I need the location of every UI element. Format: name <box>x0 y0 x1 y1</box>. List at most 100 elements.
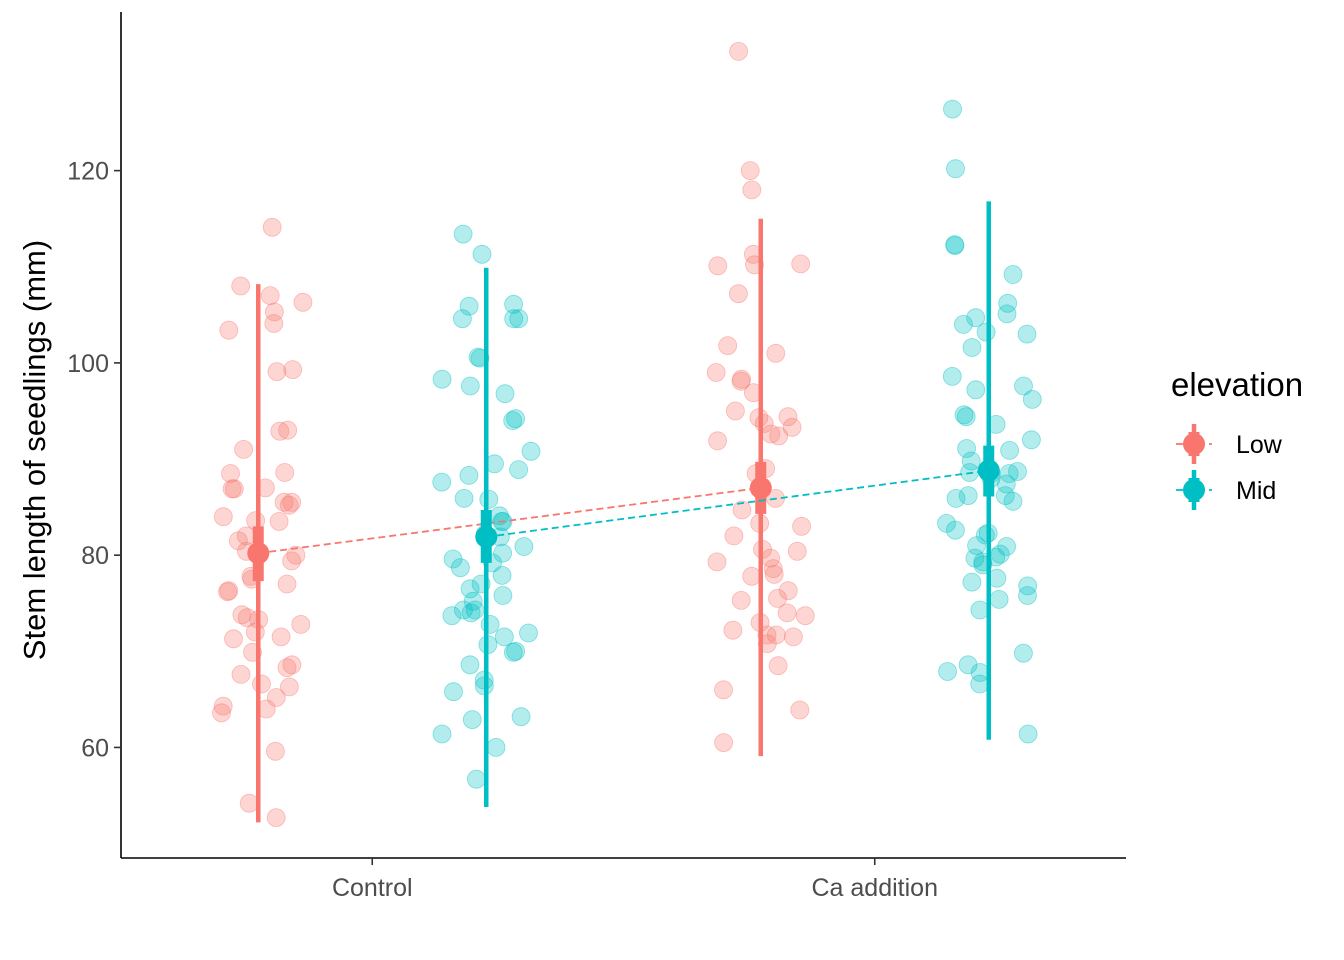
data-point-low <box>795 606 815 626</box>
data-point-mid <box>494 627 514 647</box>
data-point-mid <box>1018 586 1037 605</box>
data-point-mid <box>492 566 512 585</box>
data-point-low <box>714 733 733 752</box>
data-point-mid <box>479 489 499 509</box>
data-point-low <box>286 545 306 565</box>
data-point-mid <box>519 623 538 643</box>
data-point-mid <box>506 641 525 661</box>
data-point-low <box>252 674 271 694</box>
data-point-mid <box>459 465 479 485</box>
data-point-mid <box>442 606 462 626</box>
data-point-low <box>782 417 802 437</box>
data-point-low <box>769 426 789 446</box>
mean-line-mid <box>486 469 989 538</box>
legend-key-mid <box>1176 470 1212 510</box>
legend-label-mid: Mid <box>1236 477 1276 505</box>
data-point-mid <box>432 724 452 744</box>
data-point-mid <box>453 224 473 244</box>
data-point-low <box>714 680 733 700</box>
data-point-mid <box>966 380 986 400</box>
data-point-low <box>277 574 297 594</box>
data-point-mid <box>460 579 480 599</box>
data-point-mid <box>1014 643 1033 663</box>
data-point-low <box>266 808 286 827</box>
data-point-low <box>708 256 728 276</box>
data-point-mid <box>493 543 513 563</box>
data-point-low <box>723 620 743 640</box>
mean-point-low <box>247 542 270 565</box>
data-point-low <box>293 292 313 312</box>
y-axis-title: Stem length of seedlings (mm) <box>17 240 52 660</box>
data-point-mid <box>480 615 500 634</box>
mean-point-mid <box>475 525 498 548</box>
data-point-mid <box>452 309 472 329</box>
axes: 60 80 100 120 Control Ca addition <box>67 12 1126 902</box>
data-point-mid <box>945 235 965 255</box>
legend-key-low <box>1176 424 1212 464</box>
data-point-low <box>213 507 233 527</box>
mean-line-low <box>258 487 761 555</box>
data-point-low <box>778 407 798 427</box>
data-point-mid <box>486 738 506 757</box>
data-point-low <box>729 42 748 61</box>
data-point-low <box>790 700 810 720</box>
jittered-points <box>212 42 1042 827</box>
data-point-mid <box>454 488 474 508</box>
data-point-mid <box>503 411 523 431</box>
data-point-mid <box>511 707 531 727</box>
data-point-mid <box>989 590 1009 609</box>
data-point-mid <box>997 537 1016 556</box>
data-point-low <box>262 217 282 237</box>
data-point-mid <box>958 486 978 506</box>
data-point-mid <box>943 99 962 119</box>
data-point-mid <box>954 314 973 334</box>
data-point-mid <box>460 655 480 675</box>
data-point-mid <box>962 572 982 592</box>
data-point-low <box>265 741 285 761</box>
data-point-mid <box>504 294 523 314</box>
data-point-low <box>279 495 299 515</box>
data-point-low <box>707 552 727 572</box>
data-point-mid <box>432 472 452 492</box>
data-point-low <box>260 286 280 306</box>
data-point-mid <box>990 544 1010 564</box>
data-point-mid <box>998 293 1018 313</box>
data-point-low <box>212 703 231 723</box>
data-point-mid <box>1008 462 1027 481</box>
data-point-low <box>742 180 762 200</box>
data-point-mid <box>996 474 1016 494</box>
data-point-mid <box>509 460 528 480</box>
data-point-low <box>264 302 284 322</box>
data-point-mid <box>521 441 541 461</box>
data-point-mid <box>1018 576 1038 596</box>
data-point-low <box>277 658 297 677</box>
data-point-mid <box>504 309 524 329</box>
data-point-low <box>271 627 291 647</box>
data-point-low <box>279 677 299 697</box>
data-point-mid <box>472 244 492 264</box>
data-point-low <box>218 582 237 602</box>
data-point-low <box>787 541 807 561</box>
data-point-low <box>708 431 727 451</box>
mean-point-low <box>749 476 772 499</box>
data-point-low <box>231 665 251 684</box>
data-point-mid <box>444 682 463 702</box>
data-point-low <box>245 622 265 642</box>
data-point-low <box>742 566 762 586</box>
y-tick-label: 80 <box>81 542 109 570</box>
data-point-low <box>278 420 298 440</box>
data-point-mid <box>506 409 525 429</box>
data-point-low <box>222 479 242 499</box>
data-point-mid <box>1022 430 1041 450</box>
data-point-low <box>731 591 751 610</box>
data-point-mid <box>954 405 974 425</box>
data-point-mid <box>493 586 513 605</box>
data-point-low <box>740 161 760 181</box>
data-point-low <box>219 581 239 601</box>
y-tick-label: 120 <box>67 158 109 186</box>
legend-title: elevation <box>1171 366 1303 403</box>
data-point-low <box>777 603 797 623</box>
data-point-mid <box>937 514 956 533</box>
data-point-low <box>269 512 289 531</box>
